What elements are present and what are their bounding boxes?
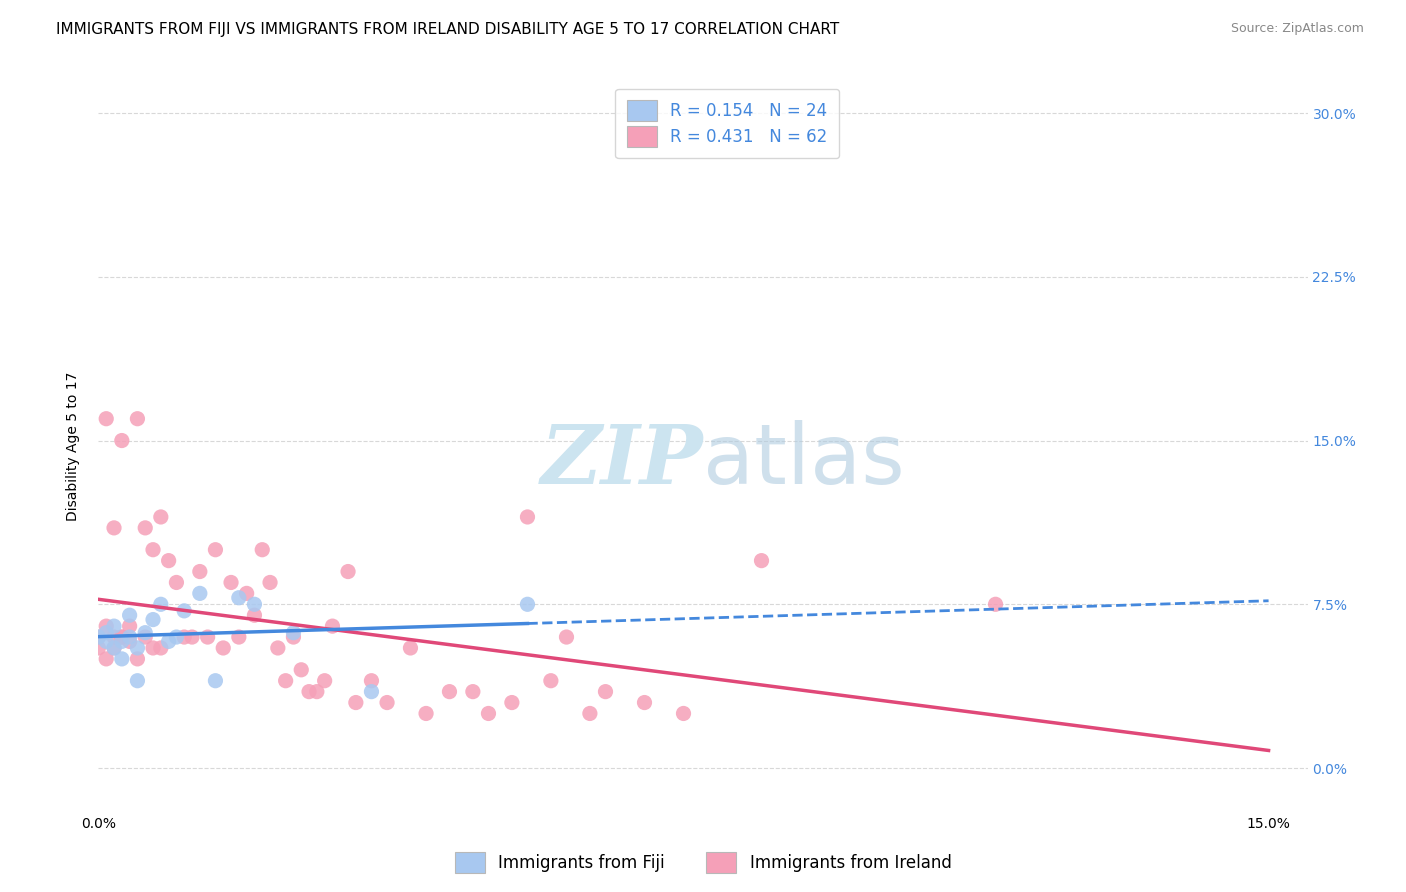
Point [134, 630, 156, 644]
Text: Source: ZipAtlas.com: Source: ZipAtlas.com [1230, 22, 1364, 36]
Point [283, 630, 305, 644]
Point [111, 652, 134, 666]
Point [103, 640, 125, 655]
Point [337, 565, 360, 579]
Point [118, 608, 141, 623]
Point [96, 625, 118, 640]
Point [516, 510, 538, 524]
Point [344, 696, 367, 710]
Point [228, 630, 250, 644]
Point [501, 696, 523, 710]
Point [321, 619, 343, 633]
Point [540, 673, 562, 688]
Point [633, 696, 655, 710]
Point [298, 684, 321, 698]
Point [259, 575, 281, 590]
Legend: Immigrants from Fiji, Immigrants from Ireland: Immigrants from Fiji, Immigrants from Ir… [449, 846, 957, 880]
Point [235, 586, 257, 600]
Point [314, 673, 336, 688]
Text: atlas: atlas [703, 420, 904, 501]
Point [751, 554, 773, 568]
Point [290, 663, 312, 677]
Point [142, 640, 165, 655]
Point [228, 591, 250, 605]
Point [555, 630, 578, 644]
Point [305, 684, 328, 698]
Point [142, 542, 165, 557]
Point [87, 630, 110, 644]
Point [219, 575, 242, 590]
Point [111, 434, 134, 448]
Point [127, 652, 149, 666]
Point [984, 597, 1007, 611]
Point [477, 706, 499, 721]
Point [96, 411, 118, 425]
Point [127, 640, 149, 655]
Point [134, 625, 156, 640]
Point [181, 630, 204, 644]
Point [157, 634, 180, 648]
Point [212, 640, 235, 655]
Point [149, 640, 172, 655]
Point [165, 630, 187, 644]
Point [283, 625, 305, 640]
Point [375, 696, 398, 710]
Point [267, 640, 290, 655]
Point [103, 521, 125, 535]
Point [87, 630, 110, 644]
Point [516, 597, 538, 611]
Point [142, 613, 165, 627]
Point [149, 597, 172, 611]
Point [672, 706, 695, 721]
Point [243, 597, 266, 611]
Point [103, 630, 125, 644]
Point [111, 634, 134, 648]
Legend: R = 0.154   N = 24, R = 0.431   N = 62: R = 0.154 N = 24, R = 0.431 N = 62 [616, 88, 839, 159]
Text: ZIP: ZIP [540, 421, 703, 500]
Point [134, 521, 156, 535]
Point [165, 575, 187, 590]
Point [103, 640, 125, 655]
Point [173, 604, 195, 618]
Point [461, 684, 484, 698]
Point [204, 542, 226, 557]
Point [204, 673, 226, 688]
Point [399, 640, 422, 655]
Point [360, 673, 382, 688]
Point [111, 630, 134, 644]
Point [173, 630, 195, 644]
Text: IMMIGRANTS FROM FIJI VS IMMIGRANTS FROM IRELAND DISABILITY AGE 5 TO 17 CORRELATI: IMMIGRANTS FROM FIJI VS IMMIGRANTS FROM … [56, 22, 839, 37]
Point [360, 684, 382, 698]
Point [96, 652, 118, 666]
Point [96, 619, 118, 633]
Point [149, 510, 172, 524]
Point [188, 586, 211, 600]
Point [579, 706, 602, 721]
Point [197, 630, 219, 644]
Point [118, 630, 141, 644]
Point [96, 634, 118, 648]
Point [252, 542, 274, 557]
Point [118, 619, 141, 633]
Point [157, 554, 180, 568]
Point [127, 673, 149, 688]
Point [415, 706, 437, 721]
Point [118, 634, 141, 648]
Y-axis label: Disability Age 5 to 17: Disability Age 5 to 17 [66, 371, 80, 521]
Point [103, 619, 125, 633]
Point [111, 630, 134, 644]
Point [243, 608, 266, 623]
Point [274, 673, 297, 688]
Point [439, 684, 461, 698]
Point [87, 640, 110, 655]
Point [595, 684, 617, 698]
Point [188, 565, 211, 579]
Point [127, 411, 149, 425]
